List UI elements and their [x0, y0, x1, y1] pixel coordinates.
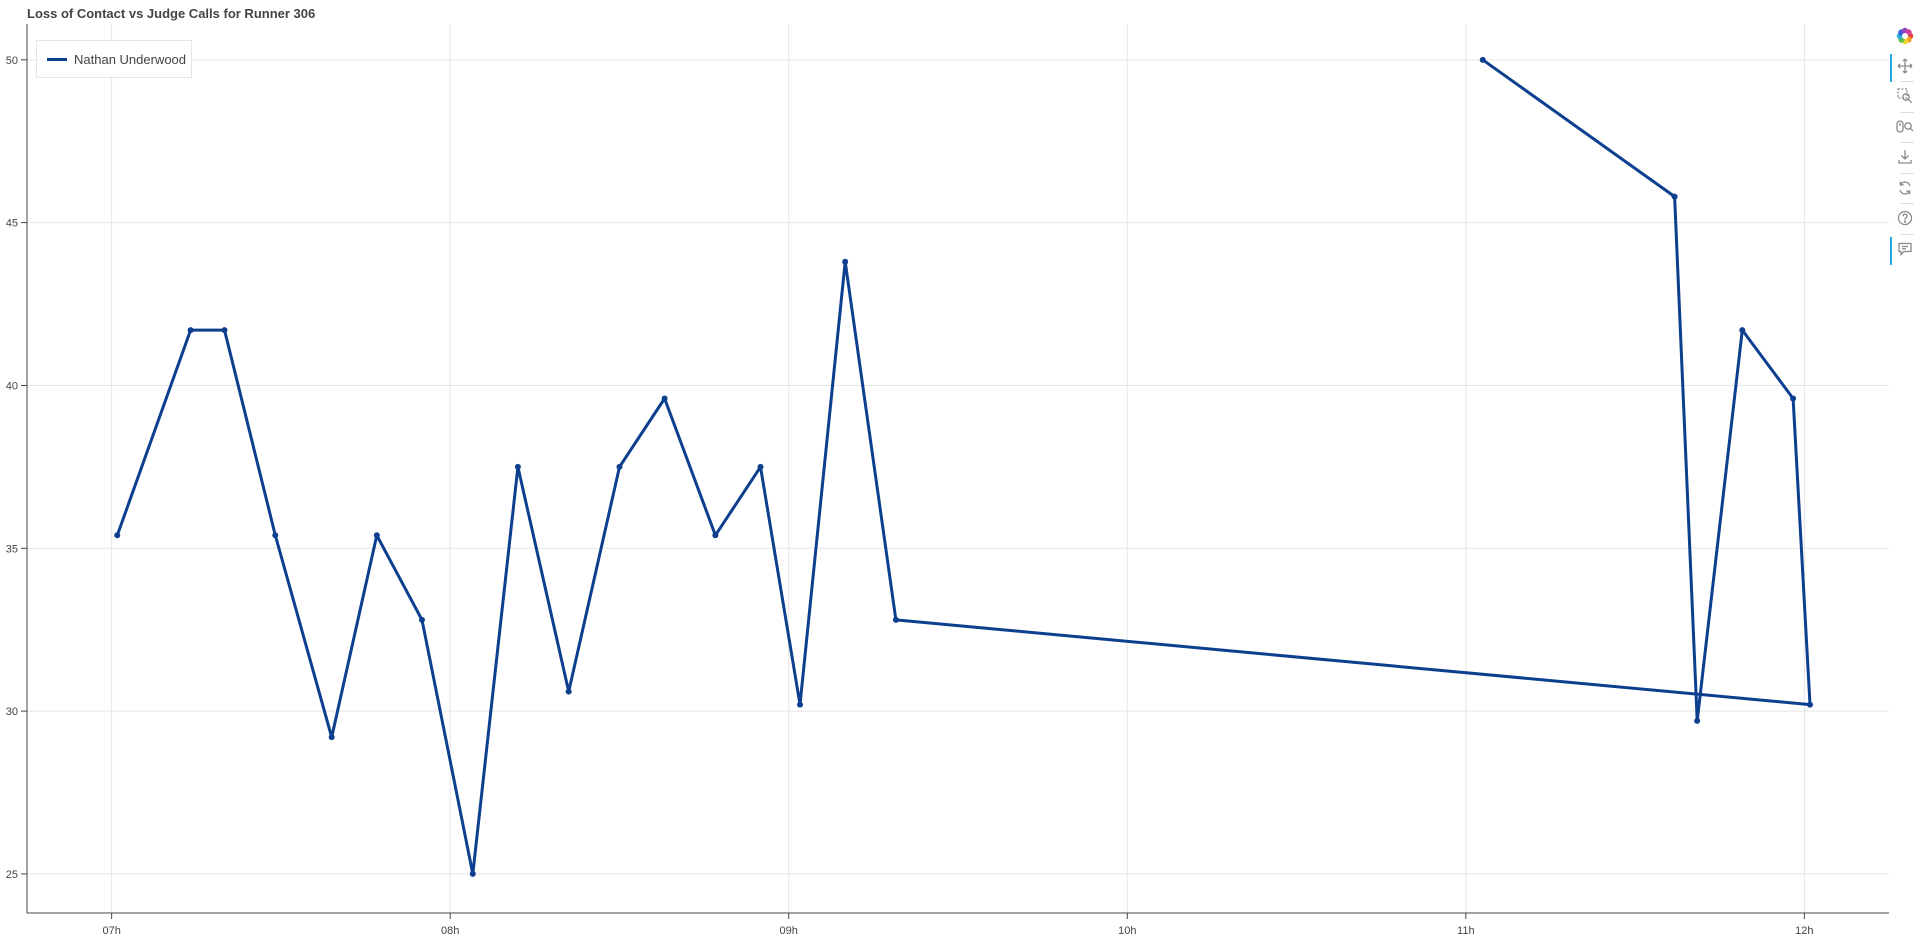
data-point — [712, 532, 719, 539]
bokeh-logo-icon — [1896, 27, 1914, 50]
data-point — [757, 463, 764, 470]
data-point — [114, 532, 121, 539]
pan-icon — [1897, 58, 1913, 79]
chart-title: Loss of Contact vs Judge Calls for Runne… — [27, 6, 316, 21]
data-point — [221, 327, 228, 334]
help-tool-button[interactable] — [1890, 206, 1920, 234]
toolbar-separator — [1900, 234, 1914, 235]
hover-tool-button[interactable] — [1890, 237, 1920, 265]
legend[interactable]: Nathan Underwood — [36, 40, 192, 78]
y-tick-label: 50 — [6, 55, 18, 67]
data-point — [418, 616, 425, 623]
data-point — [1479, 56, 1486, 63]
data-point — [469, 870, 476, 877]
save-tool-button[interactable] — [1890, 145, 1920, 173]
help-icon — [1897, 210, 1913, 231]
data-point — [797, 701, 804, 708]
series-line — [115, 58, 1812, 876]
data-point — [1739, 327, 1746, 334]
x-tick-label: 08h — [441, 925, 459, 937]
data-point — [328, 734, 335, 741]
toolbar-separator — [1900, 142, 1914, 143]
data-point — [616, 463, 623, 470]
toolbar-separator — [1900, 173, 1914, 174]
y-tick-label: 45 — [6, 218, 18, 230]
data-point — [1807, 701, 1814, 708]
reset-tool-button[interactable] — [1890, 176, 1920, 204]
legend-label: Nathan Underwood — [74, 51, 187, 67]
toolbar-separator — [1900, 112, 1914, 113]
data-point — [565, 688, 572, 695]
toolbar-separator — [1900, 203, 1914, 204]
save-icon — [1897, 149, 1913, 170]
reset-icon — [1897, 180, 1913, 201]
y-tick-label: 30 — [6, 706, 18, 718]
data-point — [842, 258, 849, 265]
toolbar — [1890, 24, 1920, 274]
hover-icon — [1897, 241, 1913, 262]
bokeh-logo-tool-button[interactable] — [1890, 24, 1920, 52]
data-point — [187, 327, 194, 334]
pan-tool-button[interactable] — [1890, 54, 1920, 82]
box-zoom-icon — [1897, 87, 1913, 109]
box-zoom-tool-button[interactable] — [1890, 84, 1920, 112]
x-tick-label: 10h — [1118, 925, 1136, 937]
y-tick-label: 40 — [6, 380, 18, 392]
x-tick-label: 12h — [1795, 925, 1813, 937]
x-tick-label: 09h — [780, 925, 798, 937]
y-tick-label: 25 — [6, 869, 18, 881]
data-point — [1790, 395, 1797, 402]
data-point — [1671, 193, 1678, 200]
y-tick-label: 35 — [6, 543, 18, 555]
toolbar-separator — [1900, 81, 1914, 82]
data-point — [892, 616, 899, 623]
data-point — [1694, 717, 1701, 724]
data-point — [373, 532, 380, 539]
x-tick-label: 07h — [102, 925, 120, 937]
data-point — [272, 532, 279, 539]
wheel-zoom-tool-button[interactable] — [1890, 115, 1920, 143]
legend-swatch — [47, 57, 67, 61]
wheel-zoom-icon — [1896, 119, 1914, 140]
data-point — [661, 395, 668, 402]
data-point — [514, 463, 521, 470]
x-tick-label: 11h — [1457, 925, 1475, 937]
